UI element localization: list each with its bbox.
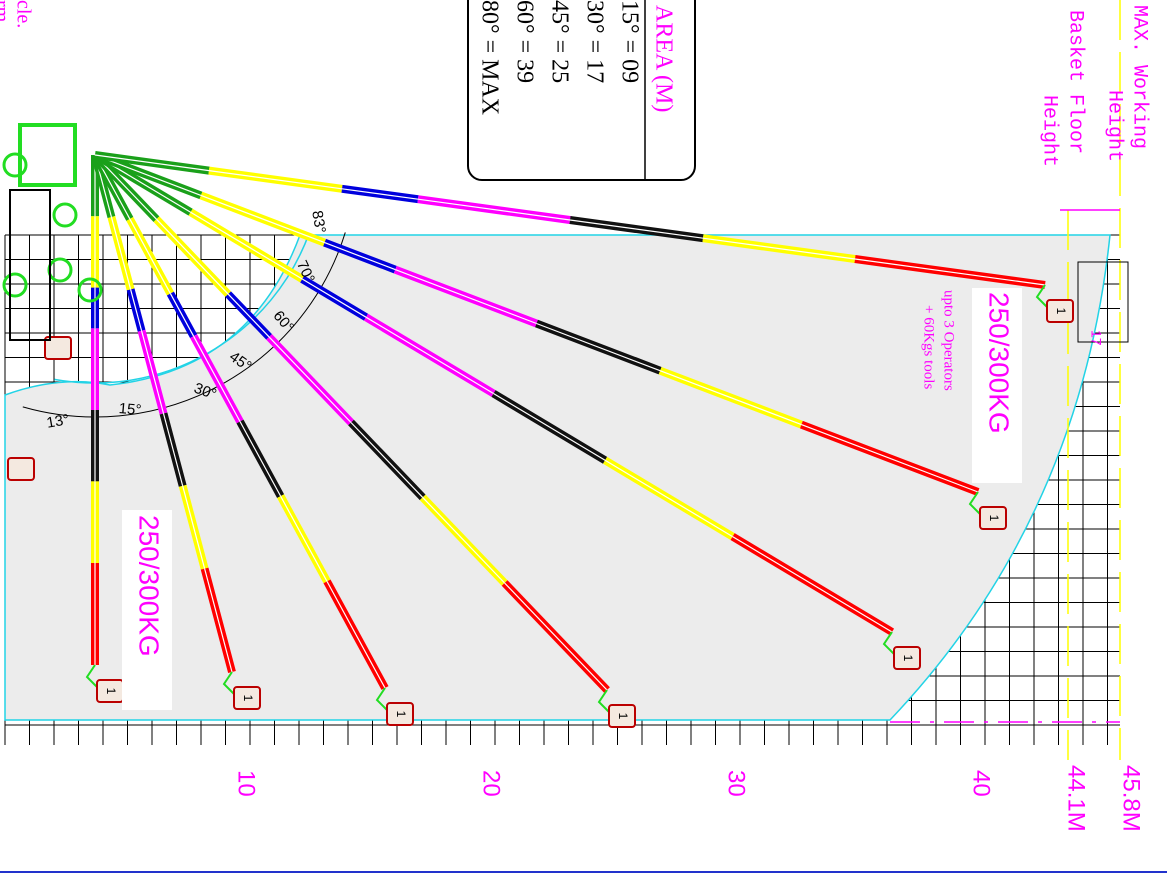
boom-stripe (110, 216, 132, 290)
capacity-bg (972, 288, 1022, 483)
angle-label: 15° (118, 400, 142, 419)
boom-stripe (569, 219, 704, 239)
boom-stripe (162, 413, 184, 487)
boom-stripe (801, 424, 979, 493)
basket-hanger (375, 687, 388, 711)
operators-note: upto 3 Operators (941, 290, 957, 391)
truck-wheel (77, 277, 103, 303)
boom-stripe (94, 154, 202, 197)
operators-note: + 60Kgs tools (921, 305, 937, 389)
boom-stripe (417, 198, 571, 221)
area-table-title: AREA (M) (650, 5, 676, 112)
boom-stripe (227, 293, 270, 338)
truck-wheel (52, 202, 78, 228)
area-table-box (467, 0, 696, 181)
basket-hanger (968, 491, 981, 515)
axis-label: 40 (968, 770, 995, 797)
cut-text: rm. (0, 0, 12, 27)
basket-hanger (222, 671, 235, 695)
basket-hanger (85, 664, 98, 688)
basket-number: 1 (394, 711, 408, 718)
boom-stripe (169, 293, 195, 337)
basket-frame (1077, 261, 1129, 343)
axis-label: 10 (233, 770, 260, 797)
boom-stripe (130, 289, 143, 331)
truck-wheel (2, 152, 28, 178)
boom-stripe (156, 218, 229, 295)
angle-label: 30° (192, 380, 219, 404)
boom-stripe (239, 421, 282, 497)
floor-height-title: Basket Floor (1064, 10, 1087, 154)
boom-stripe (182, 485, 206, 569)
boom-stripe (854, 258, 1046, 286)
boom-stripe (659, 370, 802, 426)
basket-number: 1 (616, 713, 630, 720)
boom-stripe (204, 568, 233, 673)
floor-height-title: Height (1038, 95, 1061, 167)
boom-stripe (280, 495, 328, 582)
boom-stripe (341, 188, 419, 200)
basket (7, 457, 35, 481)
basket-hanger (597, 689, 610, 713)
truck-wheel (2, 272, 28, 298)
boom-stripe (350, 422, 424, 498)
boom-stripe (536, 322, 661, 372)
basket-number: 1 (901, 655, 915, 662)
basket-number: 1 (987, 515, 1001, 522)
area-table-row: 80° = MAX (476, 0, 502, 115)
boom-stripe (604, 459, 733, 538)
area-table-row: 30° = 17 (581, 0, 607, 83)
floor-height-value: 44.1M (1063, 765, 1090, 832)
max-height-title: MAX. Working (1128, 5, 1151, 149)
boom-stripe (141, 330, 165, 414)
basket-number: 1 (1054, 308, 1068, 315)
boom-stripe (324, 242, 396, 271)
capacity-label: 250/300KG (984, 292, 1015, 434)
basket-hanger (882, 631, 895, 655)
basket-number: 1 (104, 688, 118, 695)
axis-label: 20 (478, 770, 505, 797)
angle-label: 13° (45, 411, 70, 432)
area-table-row: 15° = 09 (616, 0, 642, 83)
basket (979, 506, 1007, 530)
cut-text: cle. (12, 0, 34, 28)
boom-stripe (702, 237, 856, 260)
boom-stripe (200, 194, 325, 244)
boom-stripe (129, 218, 171, 294)
basket (1046, 299, 1074, 323)
capacity-bg (122, 510, 172, 710)
basket (386, 702, 414, 726)
boom-stripe (193, 335, 241, 422)
max-height-title: Height (1103, 90, 1126, 162)
boom-stripe (208, 170, 343, 190)
boom-stripe (365, 316, 494, 395)
boom-stripe (732, 536, 893, 633)
boom-stripe (326, 581, 386, 689)
boom-stripe (268, 336, 352, 423)
boom-stripe (493, 392, 606, 461)
boom-stripe (301, 278, 367, 318)
basket (233, 686, 261, 710)
area-table-row: 45° = 25 (546, 0, 572, 83)
boom-stripe (395, 269, 537, 325)
truck-chassis (9, 189, 51, 341)
boom-stripe (94, 154, 210, 172)
basket (44, 336, 72, 360)
boom-stripe (190, 211, 303, 280)
angle-label: 83° (308, 209, 329, 234)
boom-stripe (504, 582, 608, 691)
basket-number: 1 (241, 695, 255, 702)
capacity-label: 250/300KG (134, 515, 165, 657)
axis-label: 30 (723, 770, 750, 797)
basket (608, 704, 636, 728)
basket-hanger (1035, 284, 1048, 308)
max-height-value: 45.8M (1118, 765, 1145, 832)
basket-marker: 17 (1088, 330, 1104, 346)
area-table-row: 60° = 39 (511, 0, 537, 83)
basket (893, 646, 921, 670)
boom-stripe (422, 496, 506, 584)
